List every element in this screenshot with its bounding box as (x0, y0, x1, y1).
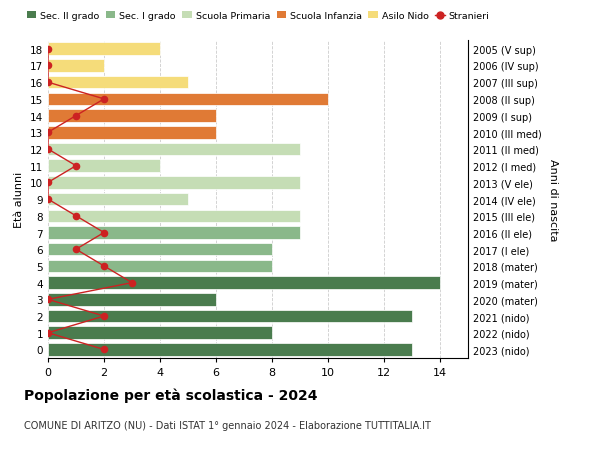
Bar (48, 44, 160, 56)
Bar (48, 143, 300, 156)
Bar (48, 93, 328, 106)
Bar (48, 343, 412, 356)
Point (43, 330, 53, 337)
Point (43, 196, 53, 203)
Point (43, 46, 53, 53)
Point (71, 246, 81, 253)
Text: Popolazione per età scolastica - 2024: Popolazione per età scolastica - 2024 (24, 388, 317, 403)
Bar (48, 293, 216, 306)
Bar (48, 160, 160, 173)
Y-axis label: Anni di nascita: Anni di nascita (548, 158, 558, 241)
Point (99, 230, 109, 237)
Point (99, 96, 109, 103)
Point (127, 280, 137, 287)
Bar (48, 193, 188, 206)
Point (99, 346, 109, 353)
Bar (48, 227, 300, 239)
Y-axis label: Età alunni: Età alunni (14, 172, 25, 228)
Point (43, 146, 53, 153)
Bar (48, 210, 300, 223)
Point (43, 179, 53, 187)
Bar (48, 260, 272, 273)
Bar (48, 327, 272, 339)
Point (43, 129, 53, 137)
Point (71, 213, 81, 220)
Point (43, 296, 53, 303)
Bar (48, 243, 272, 256)
Bar (48, 310, 412, 323)
Bar (48, 77, 188, 89)
Point (43, 79, 53, 87)
Bar (48, 60, 104, 73)
Bar (48, 127, 216, 139)
Point (71, 162, 81, 170)
Text: COMUNE DI ARITZO (NU) - Dati ISTAT 1° gennaio 2024 - Elaborazione TUTTITALIA.IT: COMUNE DI ARITZO (NU) - Dati ISTAT 1° ge… (24, 420, 431, 430)
Point (43, 62, 53, 70)
Point (99, 313, 109, 320)
Bar (48, 177, 300, 189)
Point (99, 263, 109, 270)
Bar (48, 277, 440, 289)
Point (71, 112, 81, 120)
Legend: Sec. II grado, Sec. I grado, Scuola Primaria, Scuola Infanzia, Asilo Nido, Stran: Sec. II grado, Sec. I grado, Scuola Prim… (23, 8, 493, 24)
Bar (48, 110, 216, 123)
